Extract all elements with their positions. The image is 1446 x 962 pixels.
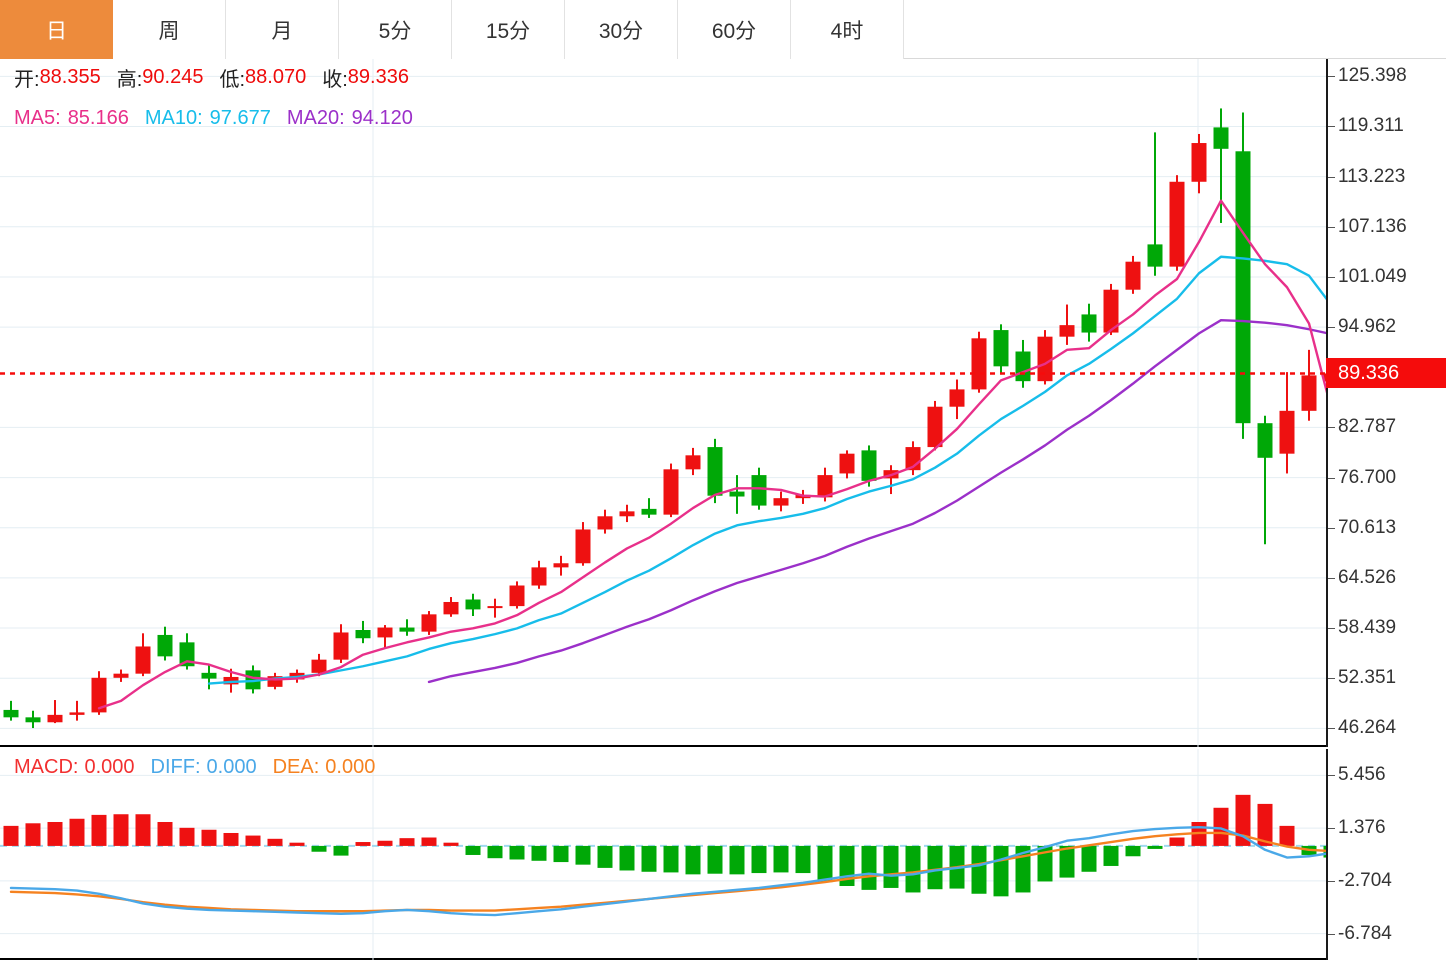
ohlc-legend: 开: 88.355 高: 90.245 低: 88.070 收: 89.336 xyxy=(0,62,409,93)
open-label: 开: xyxy=(14,69,40,91)
close-value: 89.336 xyxy=(347,66,409,88)
macd-tick: 5.456 xyxy=(1328,764,1386,786)
price-tick: 76.700 xyxy=(1327,466,1397,488)
price-axis: 125.398 119.311 113.223 107.136 101.049 94.96… xyxy=(1326,59,1446,747)
price-tick: 64.526 xyxy=(1327,566,1397,588)
macd-label: MACD: xyxy=(14,755,79,778)
diff-label: DIFF: xyxy=(150,755,201,778)
dea-label: DEA: xyxy=(272,755,320,778)
tab-30分[interactable]: 30分 xyxy=(565,0,678,59)
tab-周[interactable]: 周 xyxy=(113,0,226,59)
price-tick: 70.613 xyxy=(1327,516,1397,538)
macd-value: 0.000 xyxy=(84,755,135,778)
price-tick: 46.264 xyxy=(1327,717,1397,739)
high-value: 90.245 xyxy=(142,66,204,88)
ma10-value: 97.677 xyxy=(209,107,271,129)
tab-日[interactable]: 日 xyxy=(0,0,113,59)
dea-value: 0.000 xyxy=(325,755,376,778)
macd-legend: MACD: 0.000 DIFF: 0.000 DEA: 0.000 xyxy=(0,752,375,782)
tab-60分[interactable]: 60分 xyxy=(678,0,791,59)
low-value: 88.070 xyxy=(245,66,307,88)
moving-average-legend: MA5: 85.166 MA10: 97.677 MA20: 94.120 xyxy=(0,103,413,134)
price-tick: 113.223 xyxy=(1327,165,1406,187)
candlestick-chart[interactable] xyxy=(0,59,1326,747)
price-tick: 52.351 xyxy=(1327,667,1397,689)
ma5-value: 85.166 xyxy=(67,107,129,129)
tab-4时[interactable]: 4时 xyxy=(791,0,904,59)
price-tick: 125.398 xyxy=(1328,65,1407,87)
price-tick: 119.311 xyxy=(1328,115,1404,137)
ma5-label: MA5: xyxy=(14,107,61,129)
ma20-label: MA20: xyxy=(286,107,345,129)
macd-tick: 1.376 xyxy=(1328,817,1386,839)
close-label: 收: xyxy=(322,69,348,91)
macd-tick: -6.784 xyxy=(1328,922,1392,944)
timeframe-tabbar: 日周月 5分 15分 30分 60分 4时 xyxy=(0,0,1446,59)
high-label: 高: xyxy=(116,69,143,91)
tab-15分[interactable]: 15分 xyxy=(452,0,565,59)
price-tick: 94.962 xyxy=(1327,316,1397,338)
diff-value: 0.000 xyxy=(206,755,257,778)
ma20-value: 94.120 xyxy=(351,107,413,129)
macd-plot xyxy=(0,749,1326,960)
macd-tick: -2.704 xyxy=(1328,869,1392,891)
price-tick: 107.136 xyxy=(1328,215,1407,237)
low-label: 低: xyxy=(219,69,246,91)
macd-chart[interactable] xyxy=(0,749,1326,960)
tab-5分[interactable]: 5分 xyxy=(339,0,452,59)
price-tick: 58.439 xyxy=(1327,617,1397,639)
candlestick-plot xyxy=(0,59,1326,747)
ma10-label: MA10: xyxy=(144,107,203,129)
open-value: 88.355 xyxy=(39,66,101,88)
macd-axis: 5.456 1.376 -2.704 -6.784 xyxy=(1326,749,1446,960)
tab-月[interactable]: 月 xyxy=(226,0,339,59)
current-price-badge: 89.336 xyxy=(1326,358,1446,389)
price-tick: 101.049 xyxy=(1328,265,1407,287)
price-tick: 82.787 xyxy=(1327,416,1397,438)
